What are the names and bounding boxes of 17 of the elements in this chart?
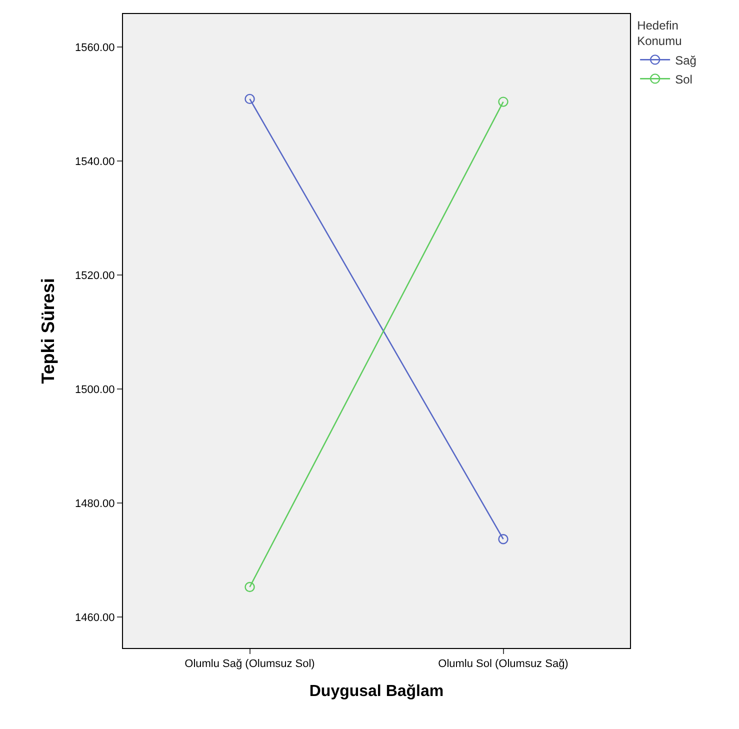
y-tick-label: 1520.00 — [75, 270, 115, 282]
legend-label: Sol — [675, 72, 692, 86]
y-tick-label: 1500.00 — [75, 384, 115, 396]
x-tick-label: Olumlu Sağ (Olumsuz Sol) — [184, 658, 315, 670]
y-tick-label: 1560.00 — [75, 42, 115, 54]
point — [498, 534, 508, 544]
legend-title: Hedefin Konumu — [637, 18, 682, 48]
x-axis-title: Duygusal Bağlam — [309, 682, 444, 700]
y-axis-title: Tepki Süresi — [38, 278, 58, 384]
point — [244, 582, 255, 592]
point — [498, 96, 508, 107]
y-tick-label: 1540.00 — [75, 156, 115, 168]
x-tick-label: Olumlu Sol (Olumsuz Sağ) — [438, 658, 568, 670]
point — [244, 94, 255, 104]
y-tick-label: 1480.00 — [75, 498, 115, 510]
legend-label: Sağ — [675, 53, 696, 68]
y-tick-label: 1460.00 — [75, 612, 115, 624]
